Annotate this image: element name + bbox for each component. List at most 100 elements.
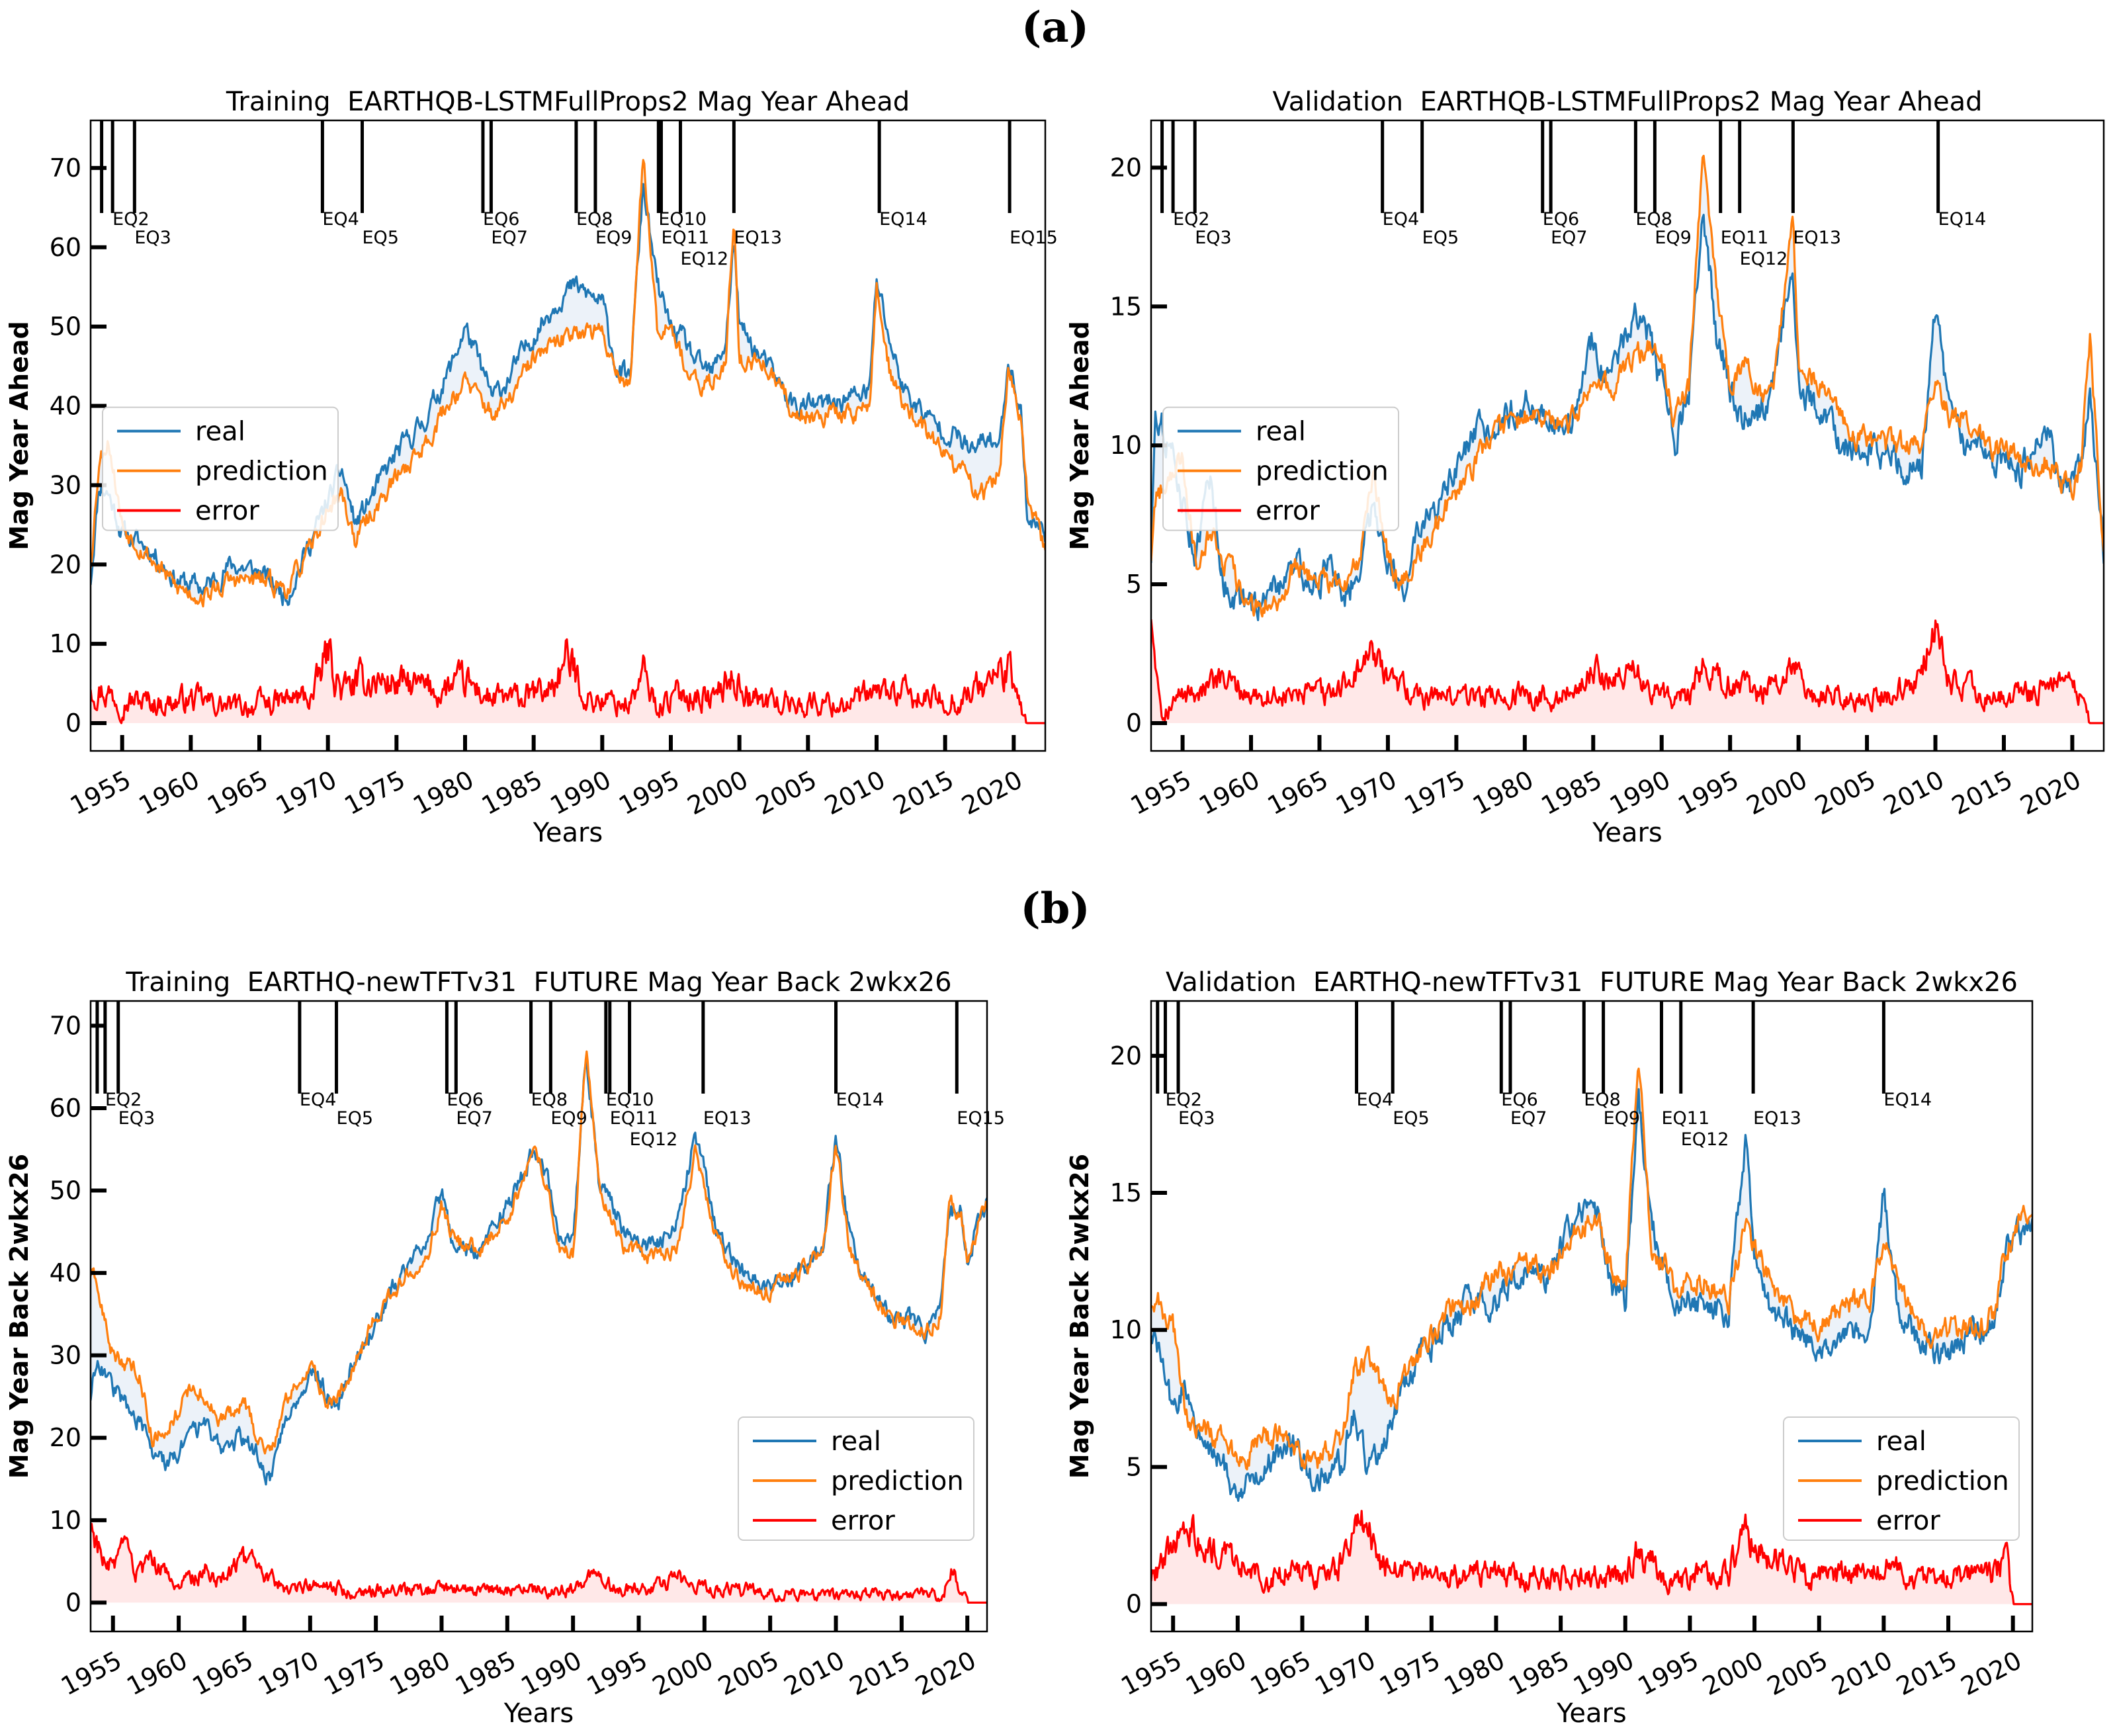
- error-fill: [1151, 619, 2104, 724]
- eq-marker-label: EQ2: [1165, 1090, 1202, 1110]
- chart-title: Training EARTHQ-newTFTv31 FUTURE Mag Yea…: [125, 967, 951, 998]
- y-tick-label: 10: [50, 629, 81, 658]
- legend-label-error: error: [195, 496, 259, 527]
- eq-marker-label: EQ11: [661, 228, 709, 248]
- x-tick-label: 1955: [1116, 1645, 1186, 1701]
- eq-marker-label: EQ3: [118, 1108, 155, 1129]
- x-tick-label: 1995: [1673, 765, 1743, 820]
- eq-marker-label: EQ7: [456, 1108, 493, 1129]
- x-tick-label: 1985: [1504, 1645, 1574, 1701]
- x-tick-label: 2010: [779, 1645, 849, 1701]
- x-tick-label: 2015: [1891, 1645, 1962, 1701]
- eq-marker-label: EQ2: [105, 1090, 142, 1110]
- x-tick-label: 1985: [1536, 765, 1606, 820]
- legend-label-error: error: [1256, 496, 1320, 527]
- y-tick-label: 20: [50, 1423, 81, 1452]
- eq-marker-label: EQ9: [595, 228, 632, 248]
- x-tick-label: 1975: [319, 1645, 389, 1701]
- legend-box: [738, 1416, 974, 1541]
- eq-marker-label: EQ4: [1357, 1090, 1394, 1110]
- legend: real prediction error: [1783, 1416, 2020, 1541]
- x-tick-label: 2005: [751, 765, 821, 820]
- x-tick-label: 1990: [546, 765, 616, 820]
- legend-label-prediction: prediction: [195, 456, 328, 487]
- eq-marker-label: EQ13: [1793, 228, 1841, 248]
- eq-marker-label: EQ14: [879, 209, 928, 230]
- y-tick-label: 50: [50, 1176, 81, 1205]
- eq-marker-label: EQ6: [483, 209, 520, 230]
- y-tick-label: 60: [50, 233, 81, 262]
- y-tick-label: 20: [50, 550, 81, 579]
- x-tick-label: 1970: [1331, 765, 1401, 820]
- x-tick-label: 1970: [253, 1645, 324, 1701]
- series-prediction-line: [91, 1050, 987, 1455]
- y-axis-label: Mag Year Back 2wkx26: [1065, 1154, 1094, 1479]
- y-tick-label: 30: [50, 470, 81, 499]
- legend-label-real: real: [831, 1426, 881, 1457]
- eq-marker-label: EQ5: [1393, 1108, 1430, 1129]
- x-tick-label: 2010: [820, 765, 890, 820]
- plot-area: [1151, 154, 2104, 724]
- series-real-line: [91, 1059, 987, 1486]
- series-prediction-line: [1151, 1067, 2032, 1471]
- x-tick-label: 1970: [1310, 1645, 1380, 1701]
- x-tick-label: 1980: [408, 765, 478, 820]
- y-axis-label: Mag Year Back 2wkx26: [5, 1154, 34, 1479]
- x-tick-label: 1980: [1440, 1645, 1510, 1701]
- x-tick-label: 1955: [56, 1645, 126, 1701]
- series-error-line: [1151, 619, 2104, 724]
- x-axis-label: Years: [1556, 1698, 1627, 1729]
- series-prediction-line: [91, 159, 1045, 608]
- x-tick-label: 1995: [1633, 1645, 1704, 1701]
- x-tick-label: 2000: [648, 1645, 718, 1701]
- y-tick-label: 15: [1110, 1178, 1142, 1207]
- y-tick-label: 30: [50, 1341, 81, 1370]
- x-tick-label: 2020: [1956, 1645, 2026, 1701]
- eq-marker-label: EQ6: [1501, 1090, 1538, 1110]
- y-tick-label: 0: [1126, 709, 1142, 738]
- legend: real prediction error: [1162, 406, 1399, 531]
- chart-title: Validation EARTHQ-newTFTv31 FUTURE Mag Y…: [1166, 967, 2018, 998]
- y-tick-label: 15: [1110, 292, 1142, 321]
- legend-label-real: real: [195, 417, 245, 447]
- x-tick-label: 2005: [1762, 1645, 1833, 1701]
- eq-marker-label: EQ7: [1510, 1108, 1547, 1129]
- axes-frame: [89, 1000, 988, 1633]
- x-tick-label: 2005: [1810, 765, 1880, 820]
- chart-title: Validation EARTHQB-LSTMFullProps2 Mag Ye…: [1273, 87, 1983, 117]
- eq-marker-label: EQ13: [703, 1108, 752, 1129]
- x-tick-label: 2015: [888, 765, 959, 820]
- legend: real prediction error: [102, 406, 339, 531]
- axes-frame: [89, 119, 1047, 752]
- eq-marker-label: EQ14: [836, 1090, 885, 1110]
- y-tick-label: 50: [50, 312, 81, 341]
- legend: real prediction error: [738, 1416, 974, 1541]
- eq-marker-label: EQ6: [1543, 209, 1580, 230]
- x-axis-label: Years: [1592, 818, 1662, 848]
- eq-marker-label: EQ7: [491, 228, 528, 248]
- y-tick-label: 10: [1110, 431, 1142, 460]
- x-tick-label: 2000: [683, 765, 753, 820]
- eq-marker-label: EQ13: [734, 228, 782, 248]
- y-axis-label: Mag Year Ahead: [1065, 321, 1094, 550]
- x-tick-label: 1990: [1605, 765, 1675, 820]
- eq-marker-label: EQ4: [322, 209, 359, 230]
- y-tick-label: 60: [50, 1094, 81, 1123]
- eq-marker-label: EQ3: [134, 228, 171, 248]
- chart-panel-3: EQ2EQ3EQ4EQ5EQ6EQ7EQ8EQ9EQ10EQ11EQ12EQ13…: [5, 967, 1005, 1729]
- x-tick-label: 1965: [1246, 1645, 1316, 1701]
- y-tick-label: 5: [1126, 570, 1142, 599]
- y-tick-label: 0: [1126, 1590, 1142, 1619]
- eq-marker-label: EQ11: [1661, 1108, 1709, 1129]
- series-error-line: [91, 1522, 987, 1604]
- x-tick-label: 2015: [1947, 765, 2017, 820]
- legend-box: [1162, 406, 1399, 531]
- x-tick-label: 2020: [910, 1645, 980, 1701]
- x-tick-label: 2000: [1742, 765, 1812, 820]
- eq-marker-label: EQ14: [1938, 209, 1987, 230]
- y-axis-label: Mag Year Ahead: [5, 321, 34, 550]
- eq-marker-label: EQ10: [658, 209, 707, 230]
- y-tick-label: 70: [50, 153, 81, 183]
- series-real-line: [1151, 214, 2104, 621]
